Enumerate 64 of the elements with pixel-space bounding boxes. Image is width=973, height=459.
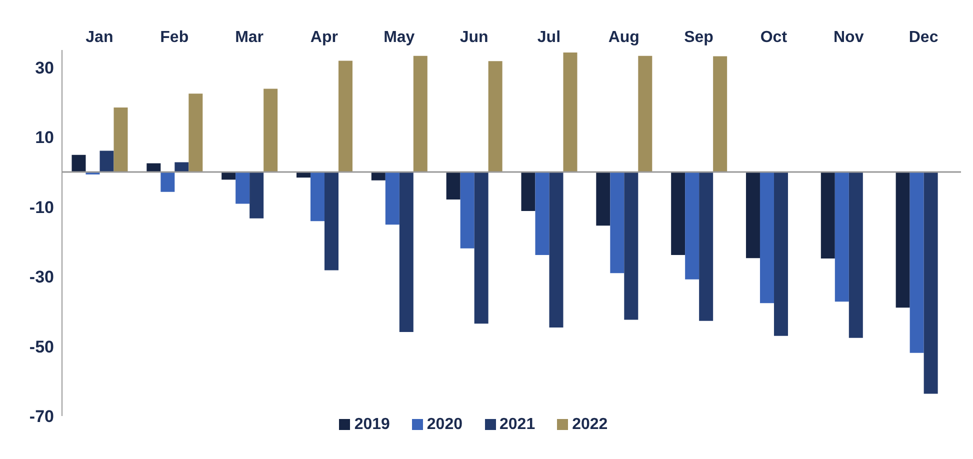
bar — [820, 172, 835, 258]
x-tick-label: Dec — [908, 29, 938, 46]
bar — [549, 172, 564, 328]
legend-label: 2022 — [572, 416, 608, 433]
y-tick-label: -70 — [29, 407, 54, 426]
bar — [250, 172, 264, 218]
bar — [596, 172, 610, 226]
bar — [760, 172, 774, 304]
x-tick-label: Apr — [310, 29, 338, 46]
bar — [146, 163, 161, 172]
x-tick-label: Mar — [235, 29, 264, 46]
bar — [521, 172, 536, 212]
bar — [474, 172, 488, 324]
bar — [563, 52, 578, 172]
bar — [834, 172, 849, 302]
bar — [385, 172, 400, 225]
bar — [338, 60, 352, 172]
bar — [188, 94, 203, 172]
bar — [174, 162, 189, 172]
y-tick-label: 30 — [35, 58, 54, 78]
bar — [371, 172, 386, 180]
bar — [310, 172, 324, 222]
bar — [236, 172, 250, 204]
bar — [100, 150, 114, 172]
bar — [610, 172, 624, 274]
bar — [324, 172, 338, 270]
bar — [624, 172, 638, 320]
bar — [713, 56, 728, 172]
bar — [746, 172, 760, 258]
bar — [774, 172, 788, 336]
x-tick-label: May — [384, 29, 415, 46]
bar — [114, 108, 128, 172]
bar — [535, 172, 550, 255]
bar — [685, 172, 700, 280]
bar — [446, 172, 460, 200]
bar — [671, 172, 686, 255]
x-tick-label: Jul — [537, 29, 561, 46]
x-tick-label: Nov — [834, 29, 864, 46]
y-tick-label: -10 — [29, 198, 54, 217]
x-tick-label: Jun — [460, 29, 488, 46]
legend-label: 2019 — [354, 416, 390, 433]
bar — [264, 88, 278, 172]
legend-label: 2020 — [426, 416, 462, 433]
x-tick-label: Feb — [160, 29, 189, 46]
x-tick-label: Aug — [608, 29, 640, 46]
bar — [638, 56, 652, 172]
bar — [460, 172, 474, 248]
bar — [72, 154, 86, 172]
bar — [848, 172, 863, 338]
y-tick-label: -50 — [29, 337, 54, 356]
x-tick-label: Jan — [86, 29, 114, 46]
bar — [488, 61, 502, 172]
y-tick-label: 10 — [35, 128, 54, 148]
bar — [399, 172, 414, 332]
bar — [413, 56, 428, 172]
x-tick-label: Oct — [760, 29, 788, 46]
bar — [910, 172, 924, 353]
x-tick-label: Sep — [684, 29, 714, 46]
legend-label: 2021 — [500, 416, 536, 433]
bar — [160, 172, 175, 192]
bar — [896, 172, 910, 308]
bar — [924, 172, 938, 394]
y-tick-label: -30 — [29, 268, 54, 287]
bar — [699, 172, 714, 321]
